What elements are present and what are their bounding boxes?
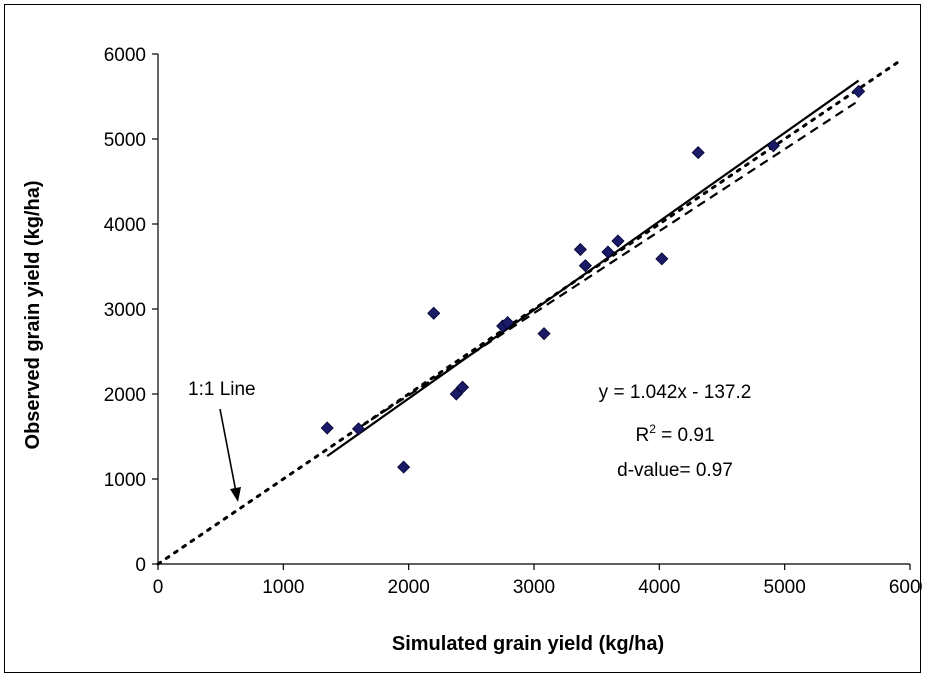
x-axis-ticks: 0 1000 2000 3000 4000 5000 6000 — [153, 564, 922, 598]
one-to-one-label: 1:1 Line — [188, 379, 256, 400]
d-value-label: d-value= 0.97 — [617, 460, 733, 481]
x-tick-label: 2000 — [388, 577, 430, 598]
r-squared-label: R2 = 0.91 — [635, 422, 714, 446]
x-tick-label: 4000 — [638, 577, 680, 598]
data-point — [455, 380, 470, 394]
x-axis-title: Simulated grain yield (kg/ha) — [392, 633, 664, 655]
x-tick-label: 3000 — [513, 577, 555, 598]
data-point — [578, 259, 592, 273]
y-tick-label: 6000 — [104, 45, 146, 66]
data-point — [601, 245, 615, 259]
data-point — [655, 252, 669, 266]
x-tick-label: 6000 — [889, 577, 922, 598]
data-point — [573, 242, 587, 257]
data-point — [691, 146, 705, 160]
y-tick-label: 5000 — [104, 130, 146, 151]
data-points — [320, 84, 866, 474]
r-squared-value: = 0.91 — [656, 425, 715, 446]
y-axis-ticks: 0 1000 2000 3000 4000 5000 6000 — [104, 45, 158, 576]
x-tick-label: 0 — [153, 577, 164, 598]
data-point — [766, 139, 780, 153]
data-point — [537, 327, 551, 341]
data-point — [852, 84, 866, 98]
data-point — [320, 421, 334, 435]
data-point — [611, 234, 625, 248]
r-squared-prefix: R — [635, 425, 649, 446]
regression-equation: y = 1.042x - 137.2 — [599, 382, 752, 403]
x-tick-label: 1000 — [262, 577, 304, 598]
y-tick-label: 0 — [135, 555, 146, 576]
y-tick-label: 3000 — [104, 300, 146, 321]
y-axis-title: Observed grain yield (kg/ha) — [22, 181, 44, 450]
y-tick-label: 2000 — [104, 385, 146, 406]
chart-frame: 0 1000 2000 3000 4000 5000 6000 0 1000 2000 3000 4… — [4, 4, 922, 673]
data-point — [351, 422, 366, 436]
one-to-one-arrow — [219, 408, 237, 493]
regression-line — [326, 79, 860, 457]
scatter-chart: 0 1000 2000 3000 4000 5000 6000 0 1000 2000 3000 4… — [22, 45, 922, 655]
data-point — [501, 316, 515, 330]
data-point — [449, 387, 463, 401]
x-tick-label: 5000 — [764, 577, 806, 598]
data-point — [427, 306, 441, 320]
y-tick-label: 1000 — [104, 470, 146, 491]
fit-lines — [156, 61, 899, 566]
r-squared-superscript: 2 — [649, 422, 656, 436]
data-point — [397, 460, 411, 474]
y-tick-label: 4000 — [104, 215, 146, 236]
one-to-one-line — [156, 61, 899, 566]
trend-dashed-line — [357, 99, 860, 429]
one-to-one-arrowhead — [230, 487, 241, 502]
